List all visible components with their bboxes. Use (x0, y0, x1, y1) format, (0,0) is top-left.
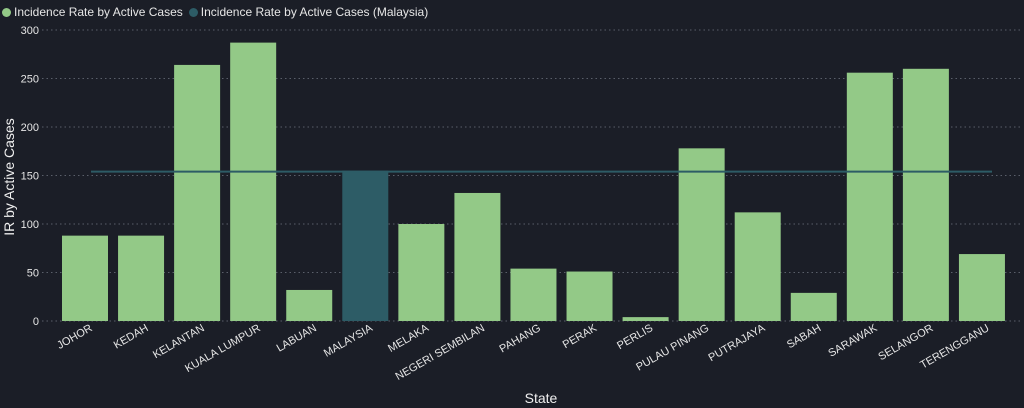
y-tick-label-200: 200 (21, 122, 39, 134)
bar-terengganu (958, 254, 1005, 321)
bar-perak (566, 271, 613, 321)
legend-item-malaysia[interactable]: Incidence Rate by Active Cases (Malaysia… (188, 5, 429, 19)
legend-item-state[interactable]: Incidence Rate by Active Cases (2, 5, 183, 19)
legend-swatch-state (2, 7, 11, 17)
bar-selangor (902, 68, 949, 321)
legend-label-state: Incidence Rate by Active Cases (14, 5, 183, 19)
y-tick-label-0: 0 (33, 316, 39, 328)
x-tick-label-sabah: SABAH (785, 322, 823, 351)
bar-melaka (398, 224, 445, 321)
y-axis-ticks: 0 50 100 150 200 250 300 (21, 25, 39, 328)
bar-kuala-lumpur (230, 42, 277, 322)
legend-swatch-malaysia (188, 7, 198, 17)
bar-pahang (510, 268, 557, 321)
bars (62, 42, 1005, 322)
x-tick-label-melaka: MELAKA (386, 322, 431, 355)
legend-label-malaysia: Incidence Rate by Active Cases (Malaysia… (200, 5, 429, 19)
x-tick-label-labuan: LABUAN (275, 322, 319, 354)
bar-malaysia (342, 170, 389, 321)
bar-kelantan (174, 64, 221, 322)
bar-perlis (622, 317, 669, 321)
x-tick-label-malaysia: MALAYSIA (322, 322, 376, 360)
x-tick-label-sarawak: SARAWAK (826, 322, 880, 360)
x-tick-label-johor: JOHOR (55, 322, 94, 352)
x-axis-title: State (525, 390, 558, 406)
bar-labuan (286, 289, 333, 321)
bar-johor (62, 235, 108, 321)
bar-pulau-pinang (678, 148, 725, 321)
x-tick-label-perlis: PERLIS (615, 322, 655, 352)
x-tick-label-pahang: PAHANG (497, 322, 543, 355)
y-axis-title: IR by Active Cases (1, 118, 17, 236)
x-tick-label-putrajaya: PUTRAJAYA (706, 322, 767, 364)
bar-negeri-sembilan (454, 192, 501, 321)
x-tick-label-perak: PERAK (561, 322, 600, 351)
bar-sarawak (846, 72, 893, 322)
y-tick-label-150: 150 (21, 171, 39, 183)
legend: Incidence Rate by Active Cases Incidence… (2, 3, 434, 21)
y-tick-label-250: 250 (21, 74, 39, 86)
y-tick-label-300: 300 (21, 25, 39, 37)
y-tick-label-50: 50 (27, 268, 39, 280)
x-tick-label-kedah: KEDAH (112, 322, 151, 351)
bar-kedah (118, 235, 165, 321)
bar-sabah (790, 292, 837, 321)
bar-putrajaya (734, 212, 781, 321)
y-tick-label-100: 100 (21, 219, 39, 231)
